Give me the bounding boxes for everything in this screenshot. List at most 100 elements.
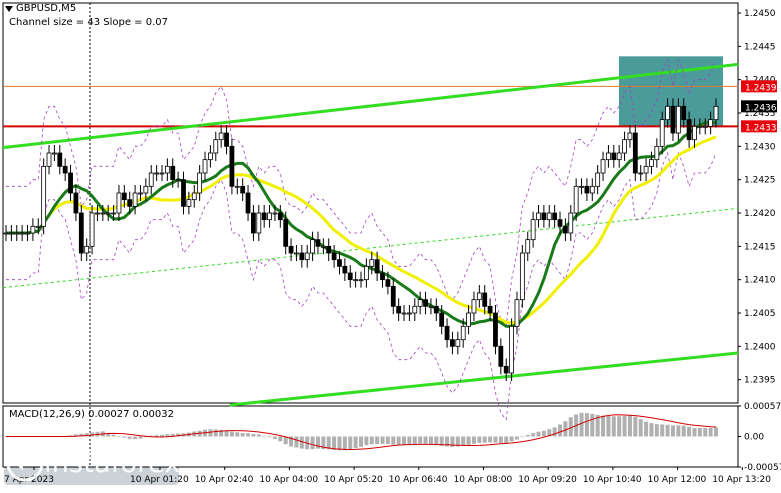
macd-bar (165, 434, 170, 437)
macd-bar (493, 436, 498, 443)
macd-bar (283, 436, 288, 445)
x-tick-label: 10 Apr 08:00 (454, 475, 513, 485)
macd-bar (590, 413, 595, 437)
candle-body (261, 212, 267, 221)
candle-body (84, 245, 90, 254)
candle-body (304, 252, 310, 261)
candle-body (326, 245, 332, 254)
macd-bar (498, 436, 503, 444)
candle-body (277, 212, 283, 221)
macd-bar (471, 436, 476, 444)
candle-body (616, 152, 622, 161)
candle-body (552, 212, 558, 221)
candle-body (686, 119, 692, 141)
candle-body (417, 299, 423, 307)
candle-body (412, 305, 418, 314)
macd-bar (111, 434, 116, 437)
macd-bar (246, 433, 251, 437)
macd-bar (627, 415, 632, 437)
macd-bar (461, 436, 466, 446)
instaforex-logo: instaforex (6, 444, 180, 482)
candle-body (202, 159, 208, 174)
macd-bar (622, 415, 627, 437)
macd-bar (315, 436, 320, 449)
price-tag-box (741, 120, 777, 133)
macd-bar (396, 436, 401, 445)
candle-body (659, 119, 665, 147)
x-tick-label: 10 Apr 04:00 (259, 475, 318, 485)
macd-bar (412, 436, 417, 445)
candle-body (256, 212, 262, 234)
price-tag-box (741, 80, 777, 93)
candle-body (708, 119, 714, 127)
macd-bar (170, 433, 175, 437)
candle-body (460, 325, 466, 341)
candle-body (466, 312, 471, 327)
candle-body (649, 159, 654, 167)
candle-body (30, 225, 36, 234)
macd-bar (267, 436, 272, 438)
macd-bar (504, 436, 509, 443)
candle-body (57, 152, 63, 167)
x-tick-label: 10 Apr 13:20 (712, 475, 771, 485)
macd-bar (595, 414, 600, 437)
candle-body (665, 105, 670, 121)
candle-body (170, 165, 176, 181)
chart-symbol-label: GBPUSD,M5 (16, 3, 77, 14)
candle-body (697, 125, 703, 128)
candle-body (3, 232, 9, 235)
macd-bar (488, 436, 493, 443)
candle-body (600, 159, 606, 174)
macd-bar (439, 436, 444, 446)
candle-body (111, 212, 116, 215)
candle-body (175, 179, 181, 182)
macd-bar (601, 415, 606, 437)
macd-bar (143, 436, 148, 438)
macd-bar (310, 436, 315, 450)
macd-bar (122, 436, 127, 438)
y-tick-label: 1.2430 (744, 142, 776, 152)
candles-group (3, 98, 719, 381)
candle-body (95, 212, 100, 215)
candle-body (589, 185, 595, 194)
candle-body (224, 132, 229, 147)
candle-body (530, 219, 536, 241)
macd-bar (369, 436, 374, 445)
macd-bar (676, 425, 681, 437)
candle-body (519, 252, 525, 301)
macd-bar (138, 436, 143, 439)
macd-bar (697, 428, 702, 437)
candle-body (337, 259, 342, 267)
candle-body (294, 252, 299, 255)
y-tick-label: 1.2435 (744, 109, 776, 119)
candle-body (568, 212, 574, 234)
instaforex-tagline: Instant Forex Trading (46, 447, 162, 460)
macd-bar (525, 434, 530, 437)
macd-bar (294, 436, 299, 448)
candle-body (385, 279, 391, 287)
candle-body (536, 212, 541, 221)
candle-body (19, 232, 25, 235)
macd-bar (611, 416, 616, 437)
macd-bar (364, 436, 369, 446)
macd-bar (149, 435, 154, 437)
y-tick-label: 1.2450 (744, 9, 776, 19)
symbol-dropdown-icon[interactable] (5, 6, 13, 12)
candle-body (439, 312, 445, 327)
candle-body (503, 365, 509, 374)
candle-body (471, 299, 477, 314)
macd-bar (235, 432, 240, 437)
macd-bar (434, 436, 439, 446)
macd-bar (482, 436, 487, 443)
macd-bar (262, 435, 267, 437)
candle-body (606, 152, 611, 161)
macd-bar (703, 428, 708, 437)
y-tick-label: 1.2425 (744, 176, 776, 186)
macd-bar (116, 436, 121, 437)
macd-bar (547, 429, 552, 437)
candle-body (487, 305, 493, 314)
macd-bar (321, 436, 326, 450)
candle-body (444, 325, 450, 341)
candle-body (369, 259, 375, 267)
